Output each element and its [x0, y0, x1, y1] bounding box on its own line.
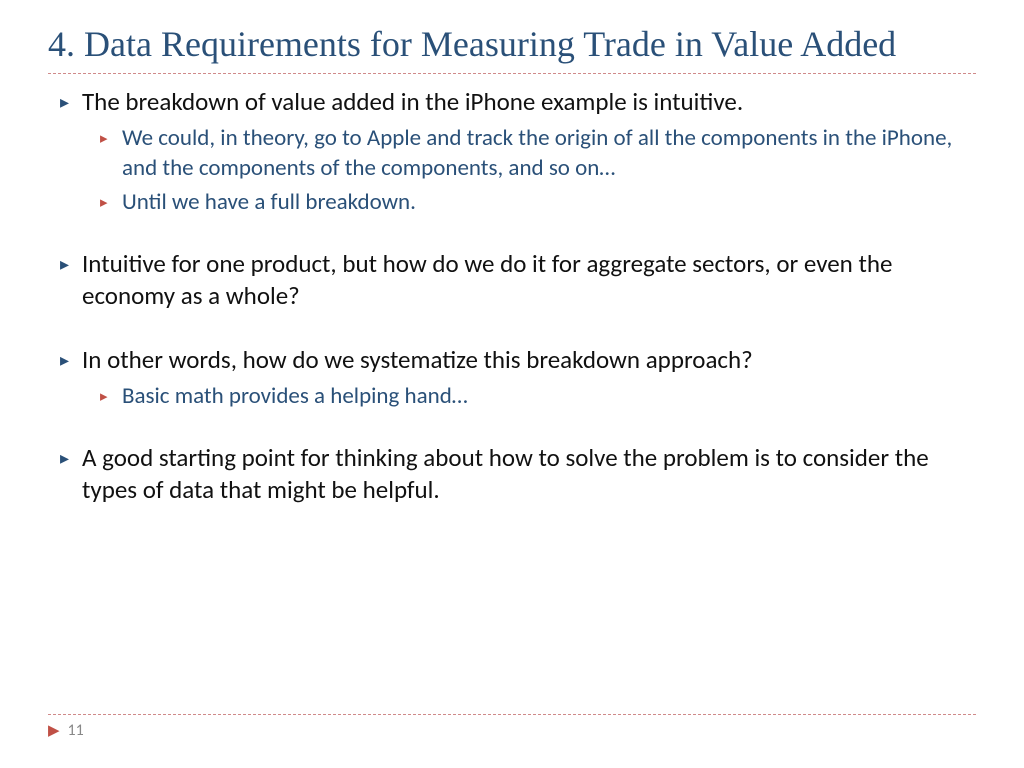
bullet-text: The breakdown of value added in the iPho… [82, 86, 743, 118]
bullet-arrow-icon: ▸ [100, 124, 122, 154]
bullet-item: ▸ A good starting point for thinking abo… [56, 442, 976, 506]
divider-top [48, 73, 976, 74]
bullet-item: ▸ Intuitive for one product, but how do … [56, 248, 976, 312]
bullet-arrow-icon: ▸ [60, 86, 82, 118]
bullet-item: ▸ The breakdown of value added in the iP… [56, 86, 976, 118]
bullet-text: A good starting point for thinking about… [82, 442, 976, 506]
divider-bottom [48, 714, 976, 715]
slide-footer: ▶ 11 [48, 714, 976, 740]
bullet-text: We could, in theory, go to Apple and tra… [122, 124, 976, 184]
bullet-item: ▸ Until we have a full breakdown. [56, 188, 976, 218]
bullet-item: ▸ We could, in theory, go to Apple and t… [56, 124, 976, 184]
bullet-text: Basic math provides a helping hand… [122, 382, 468, 412]
slide: 4. Data Requirements for Measuring Trade… [0, 0, 1024, 506]
spacer [56, 416, 976, 442]
bullet-arrow-icon: ▸ [60, 442, 82, 474]
footer-arrow-icon: ▶ [48, 721, 60, 740]
bullet-text: Until we have a full breakdown. [122, 188, 416, 218]
bullet-arrow-icon: ▸ [100, 382, 122, 412]
bullet-arrow-icon: ▸ [100, 188, 122, 218]
spacer [56, 222, 976, 248]
spacer [56, 318, 976, 344]
footer-row: ▶ 11 [48, 721, 976, 740]
bullet-item: ▸ In other words, how do we systematize … [56, 344, 976, 376]
page-number: 11 [68, 721, 84, 740]
slide-title: 4. Data Requirements for Measuring Trade… [48, 24, 976, 65]
bullet-arrow-icon: ▸ [60, 344, 82, 376]
bullet-arrow-icon: ▸ [60, 248, 82, 280]
bullet-text: Intuitive for one product, but how do we… [82, 248, 976, 312]
bullet-text: In other words, how do we systematize th… [82, 344, 753, 376]
slide-content: ▸ The breakdown of value added in the iP… [48, 86, 976, 506]
bullet-item: ▸ Basic math provides a helping hand… [56, 382, 976, 412]
